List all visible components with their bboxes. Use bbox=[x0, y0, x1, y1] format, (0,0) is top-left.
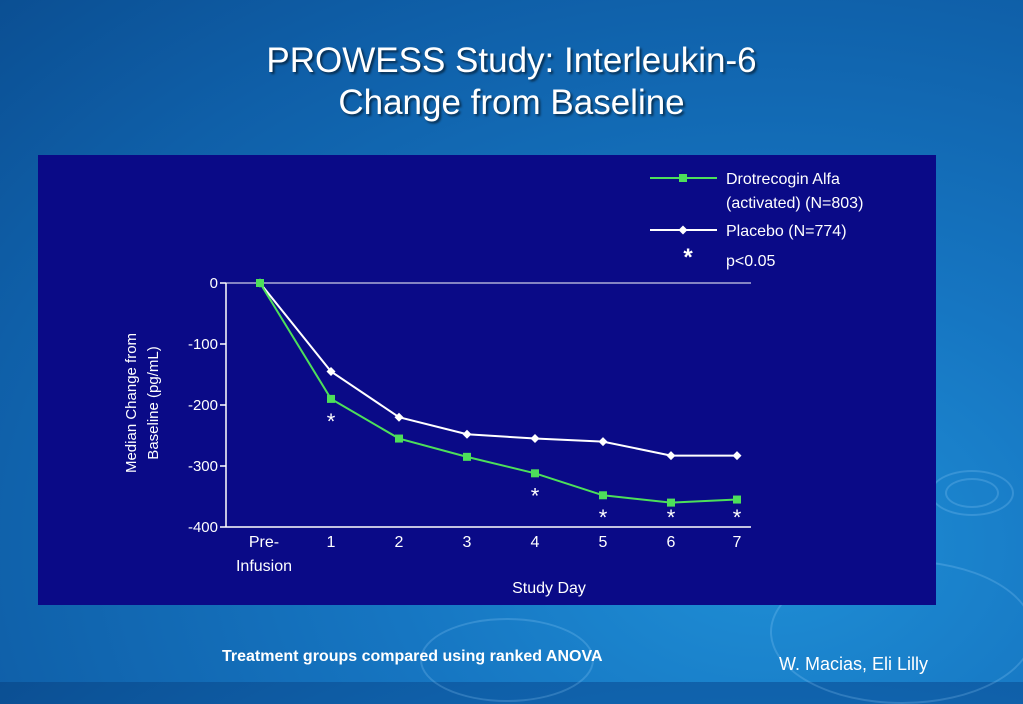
legend-marker-placebo bbox=[678, 225, 688, 235]
y-tick-label: -200 bbox=[188, 397, 218, 414]
significance-marker: * bbox=[667, 505, 676, 530]
legend-marker-drotrecogin bbox=[679, 174, 687, 182]
legend-label-drotrecogin-line-1: Drotrecogin Alfa bbox=[726, 171, 840, 188]
data-point-drotrecogin bbox=[395, 434, 403, 443]
data-point-placebo bbox=[394, 412, 404, 422]
data-point-drotrecogin bbox=[599, 491, 607, 500]
y-tick-label: -400 bbox=[188, 519, 218, 536]
x-tick-label: 5 bbox=[599, 534, 608, 551]
y-tick-label: -300 bbox=[188, 458, 218, 475]
significance-marker: * bbox=[327, 409, 336, 434]
legend-label-drotrecogin-line-2: (activated) (N=803) bbox=[726, 195, 863, 212]
ripple-decoration bbox=[930, 470, 1014, 516]
x-tick-label: 3 bbox=[463, 534, 472, 551]
data-point-drotrecogin bbox=[463, 452, 471, 461]
data-point-drotrecogin bbox=[327, 394, 335, 403]
series-line-placebo bbox=[259, 282, 737, 457]
significance-marker: * bbox=[733, 505, 742, 530]
data-point-placebo bbox=[326, 366, 336, 376]
slide-title-line-1: PROWESS Study: Interleukin-6 bbox=[266, 41, 757, 80]
x-axis-title: Study Day bbox=[512, 580, 586, 597]
significance-marker: * bbox=[599, 505, 608, 530]
x-tick-label: 2 bbox=[395, 534, 404, 551]
significance-marker: * bbox=[531, 483, 540, 508]
y-axis-title-line-1: Median Change from bbox=[123, 333, 140, 473]
legend-significance-text: p<0.05 bbox=[726, 253, 775, 270]
y-axis-title-line-2: Baseline (pg/mL) bbox=[145, 346, 162, 459]
x-tick-label-line-2: Infusion bbox=[236, 558, 292, 575]
data-point-drotrecogin bbox=[733, 495, 741, 504]
x-tick-label: 4 bbox=[531, 534, 540, 551]
credit: W. Macias, Eli Lilly bbox=[779, 654, 929, 674]
legend-significance-symbol: * bbox=[683, 244, 693, 271]
chart-panel: 0 -100 -200 -300 -400 Pre- 1 2 3 4 5 6 7 Infusion Stud… bbox=[38, 155, 936, 605]
x-tick-label: 7 bbox=[733, 534, 742, 551]
line-chart: 0 -100 -200 -300 -400 Pre- 1 2 3 4 5 6 7 Infusion Stud… bbox=[123, 171, 863, 597]
slide-title-line-2: Change from Baseline bbox=[338, 83, 685, 122]
y-tick-label: -100 bbox=[188, 336, 218, 353]
data-point-placebo bbox=[530, 434, 540, 444]
x-tick-label: Pre- bbox=[249, 534, 279, 551]
series-line-drotrecogin bbox=[259, 282, 738, 504]
data-point-placebo bbox=[666, 451, 676, 461]
legend-label-placebo: Placebo (N=774) bbox=[726, 223, 847, 240]
data-point-placebo bbox=[462, 429, 472, 439]
y-tick-label: 0 bbox=[210, 275, 218, 292]
data-point-drotrecogin bbox=[667, 498, 675, 507]
y-axis-title: Median Change from Baseline (pg/mL) bbox=[123, 333, 162, 473]
footnote: Treatment groups compared using ranked A… bbox=[222, 648, 603, 665]
x-tick-label: 6 bbox=[667, 534, 676, 551]
slide-title: PROWESS Study: Interleukin-6 Change from… bbox=[0, 40, 1023, 124]
x-tick-label: 1 bbox=[327, 534, 336, 551]
data-point-placebo bbox=[732, 451, 742, 461]
data-point-placebo bbox=[598, 437, 608, 447]
data-point-drotrecogin bbox=[531, 469, 539, 478]
data-point-drotrecogin bbox=[256, 279, 264, 287]
